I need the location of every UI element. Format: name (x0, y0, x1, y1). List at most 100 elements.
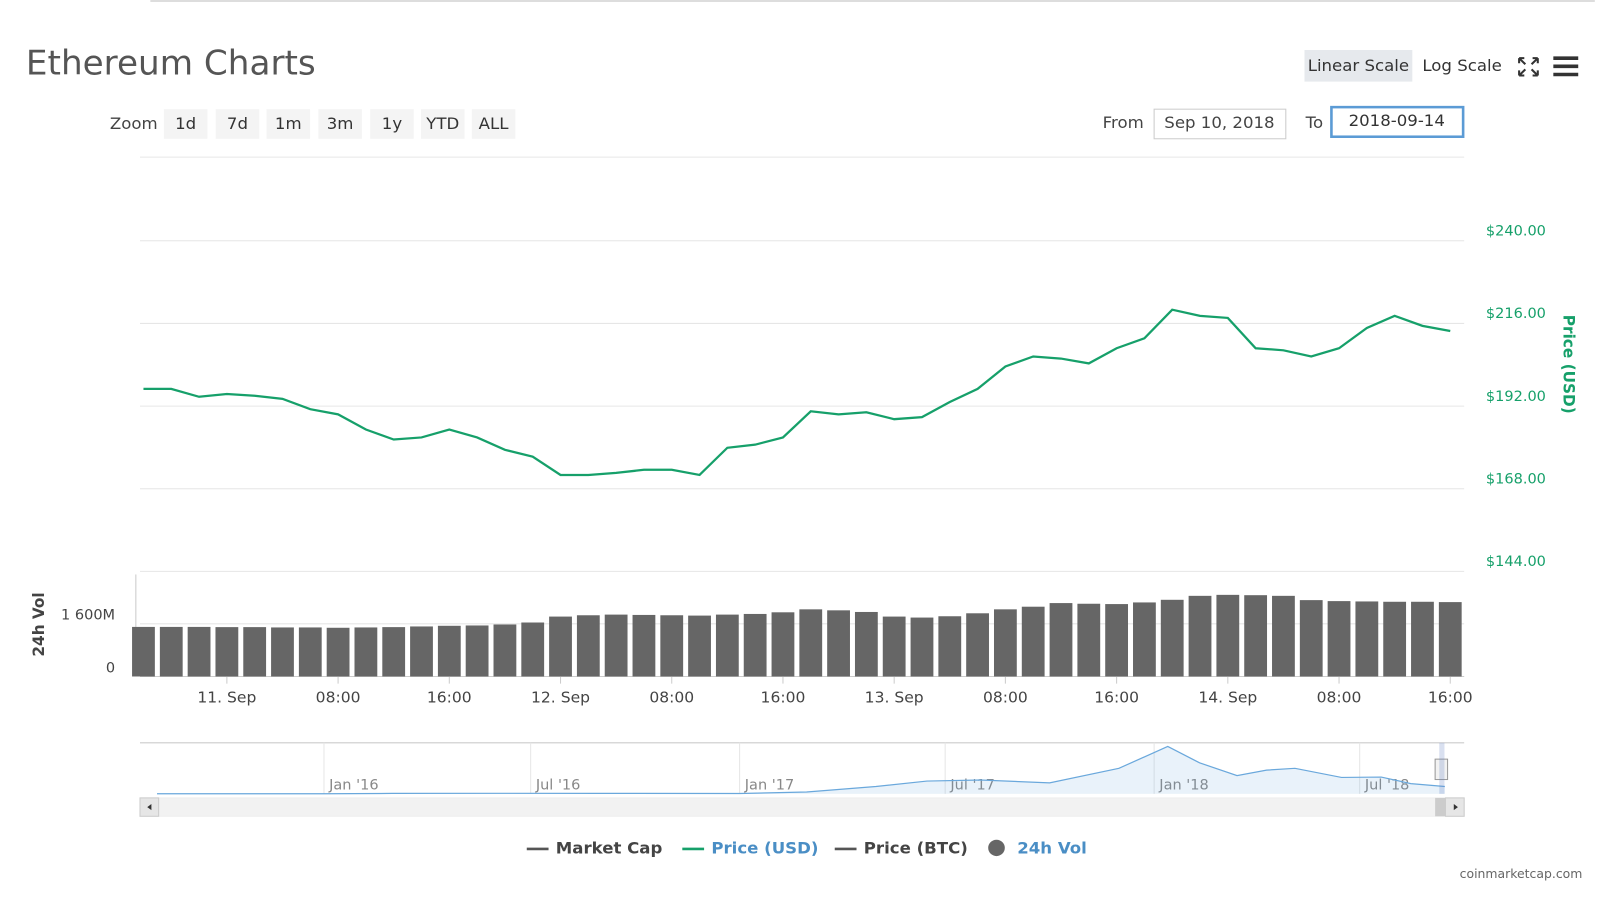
volume-bar (966, 613, 989, 677)
zoom-button-label[interactable]: 1y (382, 114, 403, 133)
navigator-handle[interactable] (1434, 758, 1449, 781)
volume-bar (576, 615, 600, 677)
volume-bar (1383, 601, 1407, 677)
x-tick-label: 08:00 (316, 688, 361, 706)
x-tick-label: 12. Sep (531, 688, 590, 706)
volume-bar (1133, 602, 1156, 677)
volume-bar (1244, 595, 1268, 677)
y-tick-label: $168.00 (1486, 472, 1546, 488)
navigator-line (157, 745, 1445, 795)
zoom-button[interactable] (471, 109, 516, 139)
x-tick-label: 16:00 (761, 688, 806, 706)
volume-bar (521, 622, 545, 677)
zoom-button-label[interactable]: 3m (327, 114, 354, 133)
legend-label[interactable]: Price (BTC) (864, 839, 968, 858)
to-input[interactable] (1330, 105, 1465, 139)
volume-bar (298, 627, 322, 677)
y-tick-label: $144.00 (1486, 554, 1546, 570)
volume-bar (159, 626, 183, 677)
scale-button[interactable]: Log Scale (1422, 56, 1501, 75)
volume-bar (1438, 602, 1462, 677)
menu-icon[interactable] (1553, 56, 1579, 77)
volume-bar (1299, 600, 1323, 677)
price-line (143, 308, 1451, 477)
navigator-tick-label: Jul '17 (949, 778, 995, 794)
zoom-button[interactable] (420, 109, 465, 139)
volume-bar (215, 627, 239, 677)
volume-bar (1077, 603, 1101, 677)
volume-bar (243, 627, 267, 677)
zoom-button[interactable] (370, 109, 414, 139)
scale-button[interactable]: Linear Scale (1308, 56, 1409, 75)
zoom-button-label[interactable]: 1d (175, 114, 196, 133)
volume-bar (1216, 594, 1240, 677)
zoom-button[interactable] (163, 109, 208, 139)
volume-bar (1160, 599, 1184, 677)
credit: coinmarketcap.com (1460, 867, 1583, 881)
x-tick-label: 16:00 (1094, 688, 1139, 706)
y2-tick-label: 0 (106, 660, 115, 676)
volume-bar (549, 616, 572, 677)
zoom-button[interactable] (215, 109, 260, 139)
navigator-frame (139, 742, 1465, 794)
x-tick-label: 16:00 (1428, 688, 1473, 706)
zoom-button-label[interactable]: YTD (425, 114, 459, 133)
zoom-label: Zoom (110, 114, 158, 133)
volume-bar (604, 614, 628, 677)
from-input[interactable] (1153, 108, 1287, 140)
legend-symbol (988, 839, 1005, 857)
zoom-button-label[interactable]: 7d (227, 114, 248, 133)
volume-bar (910, 617, 934, 677)
volume-bar (1049, 603, 1073, 677)
volume-bar (1272, 595, 1295, 677)
scrollbar-thumb[interactable] (1435, 797, 1448, 817)
volume-bar (493, 624, 517, 677)
volume-bar (938, 616, 962, 677)
from-value: Sep 10, 2018 (1164, 113, 1274, 132)
volume-bar (1355, 601, 1379, 677)
y-tick-label: $192.00 (1486, 389, 1546, 405)
navigator-tick-label: Jan '18 (1158, 778, 1208, 794)
volume-bar (382, 627, 406, 677)
volume-bar (1411, 601, 1434, 677)
zoom-button-label[interactable]: ALL (479, 114, 510, 133)
scale-button-bg[interactable] (1304, 49, 1413, 82)
volume-bar (632, 614, 656, 677)
legend-label[interactable]: Price (USD) (711, 839, 818, 858)
navigator-handle-selected[interactable] (1439, 742, 1445, 794)
volume-bar (132, 626, 155, 677)
volume-bar (1327, 601, 1351, 677)
navigator-tick-label: Jan '16 (328, 778, 378, 794)
legend-label[interactable]: Market Cap (556, 839, 663, 858)
zoom-button[interactable] (318, 109, 362, 139)
volume-bar (465, 625, 489, 677)
volume-bar (187, 626, 211, 677)
volume-bar (799, 609, 823, 677)
zoom-button[interactable] (266, 109, 311, 139)
volume-bar (271, 627, 294, 677)
navigator-tick-label: Jul '18 (1364, 778, 1410, 794)
volume-bar (771, 612, 795, 677)
scrollbar-left-arrow (147, 804, 152, 811)
x-tick-label: 08:00 (649, 688, 694, 706)
y-tick-label: $216.00 (1486, 306, 1546, 322)
scrollbar-track[interactable] (139, 797, 1465, 817)
volume-bar (1021, 606, 1045, 677)
x-tick-label: 16:00 (427, 688, 472, 706)
volume-bar (882, 616, 906, 677)
volume-bar (743, 613, 767, 677)
navigator-tick-label: Jan '17 (744, 778, 794, 794)
navigator-area (157, 746, 1445, 794)
x-tick-label: 08:00 (983, 688, 1028, 706)
volume-bar (993, 609, 1017, 677)
volume-bar (410, 626, 433, 677)
volume-bar (827, 610, 850, 677)
volume-bar (715, 614, 739, 677)
volume-bar (1188, 595, 1212, 677)
zoom-button-label[interactable]: 1m (275, 114, 302, 133)
fullscreen-icon[interactable] (1518, 57, 1539, 77)
legend-label[interactable]: 24h Vol (1017, 839, 1087, 858)
navigator-tick-label: Jul '16 (535, 778, 581, 794)
